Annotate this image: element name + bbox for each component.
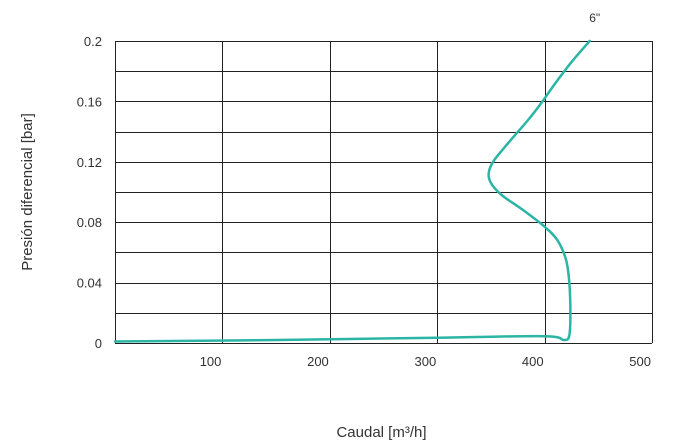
y-axis-title: Presión diferencial [bar]	[19, 113, 36, 271]
tick-labels: 0 0.04 0.08 0.12 0.16 0.2 100 200 300 400 500	[77, 34, 651, 369]
x-tick-label: 500	[629, 354, 651, 369]
y-tick-label: 0	[95, 336, 102, 351]
x-tick-label: 200	[307, 354, 329, 369]
x-axis-title: Caudal [m³/h]	[336, 424, 426, 441]
y-tick-label: 0.04	[77, 276, 102, 291]
x-tick-label: 300	[414, 354, 436, 369]
y-tick-label: 0.16	[77, 94, 102, 109]
y-tick-label: 0.08	[77, 215, 102, 230]
x-tick-label: 100	[200, 354, 222, 369]
series-line-6in	[113, 39, 591, 343]
grid	[115, 41, 653, 344]
y-tick-label: 0.12	[77, 155, 102, 170]
series-label-6in: 6"	[589, 11, 600, 25]
x-tick-label: 400	[522, 354, 544, 369]
y-tick-label: 0.2	[84, 34, 102, 49]
